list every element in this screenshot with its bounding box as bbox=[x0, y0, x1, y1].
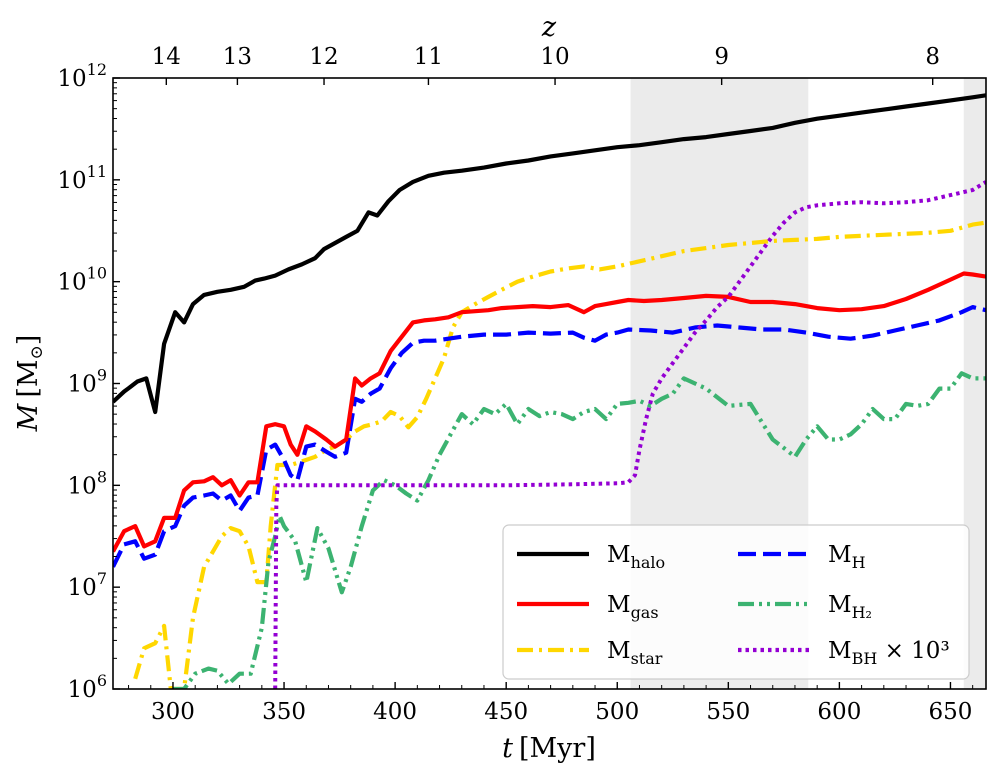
top-tick-label: 9 bbox=[714, 44, 729, 70]
x-tick-label: 450 bbox=[484, 699, 528, 725]
series-line-h2 bbox=[173, 371, 986, 689]
y-tick-label: 106 bbox=[68, 671, 107, 703]
y-tick-label: 1012 bbox=[57, 60, 107, 92]
top-axis-title: z bbox=[541, 12, 557, 43]
legend-entry-halo: Mhalo bbox=[517, 542, 665, 572]
legend-entry-gas: Mgas bbox=[517, 592, 659, 622]
series-line-bh bbox=[273, 180, 986, 689]
series-line-star bbox=[133, 220, 986, 689]
x-tick-label: 350 bbox=[262, 699, 306, 725]
legend-box bbox=[502, 524, 970, 680]
legend-label-halo: Mhalo bbox=[607, 542, 665, 572]
legend-entry-h2: MH₂ bbox=[738, 592, 872, 622]
x-tick-label: 600 bbox=[817, 699, 861, 725]
x-tick-label: 400 bbox=[373, 699, 417, 725]
top-tick-label: 12 bbox=[309, 44, 338, 70]
x-tick-label: 650 bbox=[929, 699, 973, 725]
legend-label-h2: MH₂ bbox=[828, 592, 872, 622]
series-line-hi bbox=[113, 305, 986, 568]
legend-label-bh: MBH × 10³ bbox=[828, 638, 950, 668]
legend-label-hi: MH bbox=[828, 542, 866, 572]
legend-label-gas: Mgas bbox=[607, 592, 659, 622]
y-tick-label: 107 bbox=[68, 569, 107, 601]
series-line-gas bbox=[113, 271, 986, 553]
y-tick-label: 1010 bbox=[57, 264, 107, 296]
series-line-halo bbox=[113, 93, 986, 415]
x-tick-label: 300 bbox=[151, 699, 195, 725]
top-tick-label: 10 bbox=[540, 44, 569, 70]
x-tick-label: 500 bbox=[595, 699, 639, 725]
x-axis-title: t [Myr] bbox=[502, 733, 596, 764]
top-tick-label: 13 bbox=[223, 44, 252, 70]
legend: Mhalo Mgas Mstar MH MH₂ MBH × 10³ bbox=[502, 524, 970, 680]
top-tick-label: 11 bbox=[414, 44, 443, 70]
tick-layer: 300 350 400 450 500 550 600 6501061071081091010… bbox=[57, 44, 974, 725]
legend-entry-hi: MH bbox=[738, 542, 866, 572]
legend-entry-bh: MBH × 10³ bbox=[738, 638, 950, 668]
y-tick-label: 109 bbox=[68, 366, 107, 398]
top-tick-label: 8 bbox=[925, 44, 940, 70]
top-tick-label: 14 bbox=[152, 44, 181, 70]
series-layer bbox=[113, 93, 986, 689]
y-tick-label: 1011 bbox=[57, 162, 107, 194]
x-tick-label: 550 bbox=[706, 699, 750, 725]
legend-entry-star: Mstar bbox=[517, 638, 663, 668]
legend-label-star: Mstar bbox=[607, 638, 663, 668]
y-tick-label: 108 bbox=[68, 467, 107, 499]
y-axis-title: M[M⊙] bbox=[13, 335, 47, 433]
